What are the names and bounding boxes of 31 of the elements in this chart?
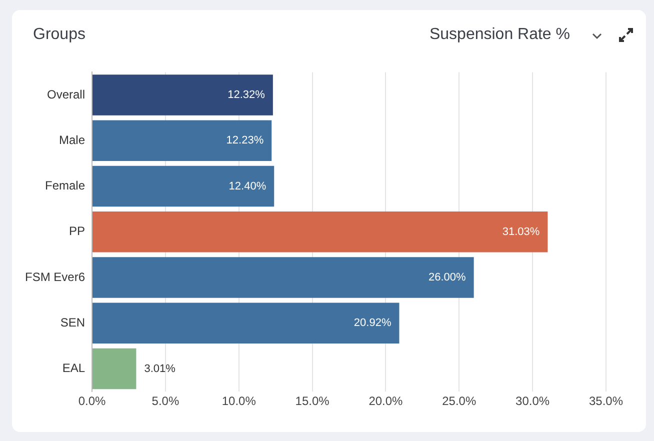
x-tick-label: 5.0% bbox=[152, 394, 180, 408]
bar bbox=[92, 212, 548, 252]
y-tick-label: SEN bbox=[60, 315, 86, 330]
chart-title: Groups bbox=[33, 26, 86, 44]
x-tick-label: 25.0% bbox=[442, 394, 476, 408]
bar bbox=[92, 348, 136, 390]
data-label: 12.23% bbox=[226, 134, 264, 147]
y-tick-label: Female bbox=[44, 178, 86, 193]
x-tick-label: 35.0% bbox=[588, 394, 624, 408]
bar bbox=[92, 166, 274, 207]
y-tick-label: Overall bbox=[46, 87, 86, 102]
data-label: 12.40% bbox=[228, 180, 266, 192]
bar bbox=[92, 120, 272, 162]
y-tick-label: EAL bbox=[62, 361, 86, 376]
x-tick-label: 15.0% bbox=[295, 394, 330, 408]
bar bbox=[92, 302, 400, 344]
x-tick-label: 0.0% bbox=[78, 394, 106, 408]
y-tick-label: Male bbox=[58, 132, 86, 147]
data-label: 26.00% bbox=[428, 272, 466, 284]
data-label: 12.32% bbox=[228, 89, 266, 102]
chart-subtitle: Suspension Rate % bbox=[429, 26, 570, 44]
x-tick-label: 10.0% bbox=[222, 394, 256, 408]
bar bbox=[92, 74, 273, 116]
data-label: 31.03% bbox=[502, 226, 540, 238]
data-label: 3.01% bbox=[144, 362, 176, 375]
x-tick-label: 30.0% bbox=[516, 394, 550, 408]
y-tick-label: PP bbox=[68, 224, 86, 238]
y-tick-label: FSM Ever6 bbox=[24, 270, 86, 284]
x-tick-label: 20.0% bbox=[368, 394, 404, 408]
bar bbox=[92, 257, 474, 298]
data-label: 20.92% bbox=[354, 317, 392, 330]
